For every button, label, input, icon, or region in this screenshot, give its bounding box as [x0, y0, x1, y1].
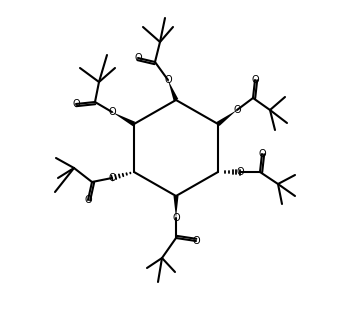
Text: O: O [192, 236, 200, 246]
Text: O: O [236, 167, 244, 177]
Text: O: O [233, 105, 241, 115]
Text: O: O [251, 75, 259, 85]
Text: O: O [164, 75, 172, 85]
Text: O: O [108, 173, 116, 183]
Text: O: O [134, 53, 142, 63]
Text: O: O [172, 213, 180, 223]
Text: O: O [72, 99, 80, 109]
Text: O: O [108, 107, 116, 117]
Text: O: O [84, 195, 92, 205]
Polygon shape [168, 80, 178, 101]
Polygon shape [174, 196, 178, 218]
Text: O: O [258, 149, 266, 159]
Polygon shape [216, 110, 237, 126]
Polygon shape [112, 112, 135, 126]
